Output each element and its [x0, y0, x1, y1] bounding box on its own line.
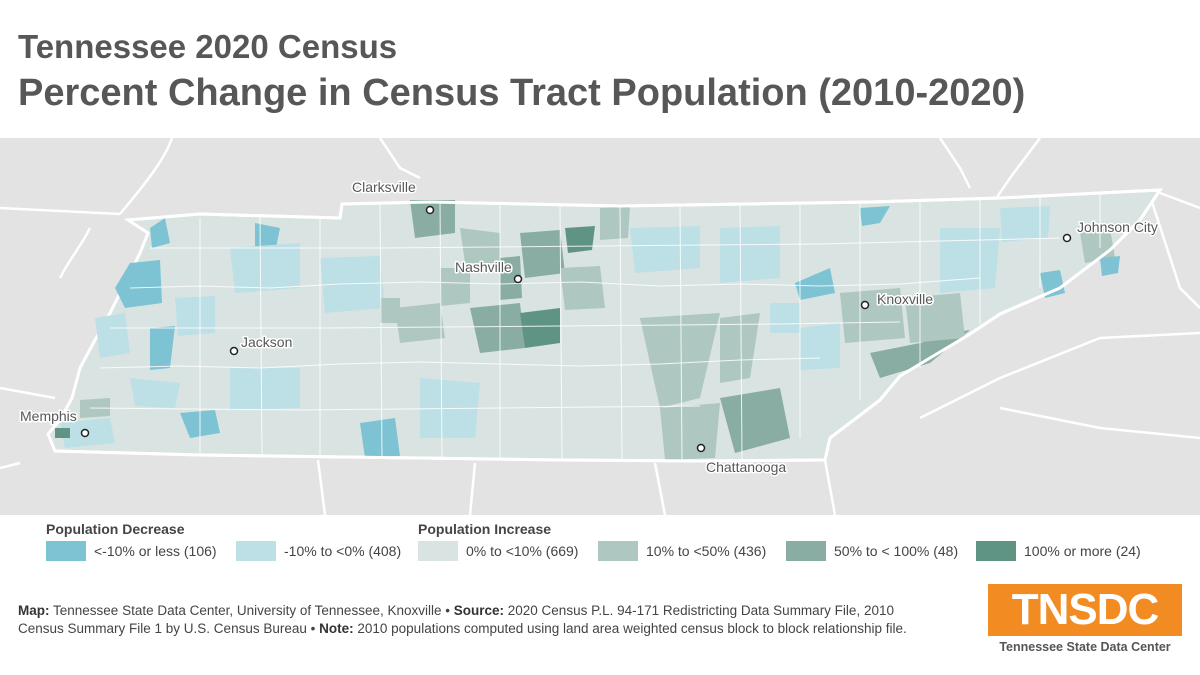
- clarksville-marker: [425, 205, 435, 215]
- legend-heading-increase: Population Increase: [418, 521, 552, 537]
- legend-swatch: [598, 541, 638, 561]
- city-label-nashville: Nashville: [455, 259, 512, 275]
- map-credit-label: Map:: [18, 603, 50, 618]
- tennessee-map: Clarksville Nashville Jackson Memphis Kn…: [0, 138, 1200, 515]
- legend-item-increase-moderate: 10% to <50% (436): [598, 541, 766, 561]
- county-boundaries: [89, 193, 1101, 462]
- legend-label: <-10% or less (106): [94, 543, 217, 559]
- city-label-chattanooga: Chattanooga: [706, 459, 786, 475]
- legend-label: 100% or more (24): [1024, 543, 1141, 559]
- map-canvas: Clarksville Nashville Jackson Memphis Kn…: [0, 138, 1200, 515]
- legend-item-increase-small: 0% to <10% (669): [418, 541, 578, 561]
- tract-shading: [55, 200, 1120, 460]
- city-label-jackson: Jackson: [241, 334, 292, 350]
- city-label-memphis: Memphis: [20, 408, 77, 424]
- source-text: 2020 Census P.L. 94-171 Redistricting Da…: [18, 603, 894, 636]
- legend-item-increase-large: 50% to < 100% (48): [786, 541, 958, 561]
- legend-label: 50% to < 100% (48): [834, 543, 959, 559]
- legend-item-increase-double: 100% or more (24): [976, 541, 1141, 561]
- legend-item-decrease-small: -10% to <0% (408): [236, 541, 401, 561]
- legend-swatch: [976, 541, 1016, 561]
- memphis-marker: [80, 428, 90, 438]
- city-label-knoxville: Knoxville: [877, 291, 933, 307]
- source-note: Map: Tennessee State Data Center, Univer…: [18, 602, 918, 638]
- note-text: 2010 populations computed using land are…: [357, 621, 907, 636]
- map-subtitle: Percent Change in Census Tract Populatio…: [18, 72, 1026, 114]
- legend-item-decrease-large: <-10% or less (106): [46, 541, 217, 561]
- legend-label: 0% to <10% (669): [466, 543, 579, 559]
- legend-swatch: [46, 541, 86, 561]
- jackson-marker: [229, 346, 239, 356]
- note-label: Note:: [319, 621, 354, 636]
- johnson-city-marker: [1062, 233, 1072, 243]
- knoxville-marker: [860, 300, 870, 310]
- city-label-johnson-city: Johnson City: [1077, 219, 1158, 235]
- source-label: Source:: [453, 603, 504, 618]
- chattanooga-marker: [696, 443, 706, 453]
- state-border: [54, 188, 1163, 463]
- legend-swatch: [236, 541, 276, 561]
- legend-heading-decrease: Population Decrease: [46, 521, 185, 537]
- neighbor-state-borders: [0, 138, 1200, 515]
- tnsdc-logo: TNSDC: [988, 584, 1182, 636]
- legend-swatch: [786, 541, 826, 561]
- map-title: Tennessee 2020 Census: [18, 28, 398, 65]
- nashville-marker: [513, 274, 523, 284]
- map-credit-text: Tennessee State Data Center, University …: [53, 603, 450, 618]
- tnsdc-logo-subtitle: Tennessee State Data Center: [999, 640, 1171, 654]
- legend-label: 10% to <50% (436): [646, 543, 767, 559]
- city-label-clarksville: Clarksville: [352, 179, 416, 195]
- legend-label: -10% to <0% (408): [284, 543, 402, 559]
- city-markers: [80, 205, 1072, 453]
- legend-swatch: [418, 541, 458, 561]
